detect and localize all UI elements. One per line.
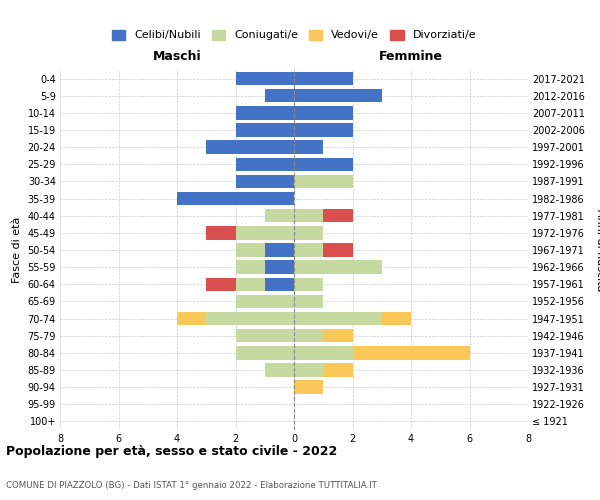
Bar (294, 158, 353, 171)
Bar (235, 278, 265, 291)
Bar (294, 380, 323, 394)
Bar (294, 260, 382, 274)
Bar (177, 312, 206, 326)
Bar (206, 278, 235, 291)
Text: COMUNE DI PIAZZOLO (BG) - Dati ISTAT 1° gennaio 2022 - Elaborazione TUTTITALIA.I: COMUNE DI PIAZZOLO (BG) - Dati ISTAT 1° … (6, 481, 377, 490)
Bar (206, 140, 294, 154)
Bar (235, 106, 294, 120)
Bar (265, 89, 294, 102)
Bar (235, 294, 294, 308)
Bar (294, 278, 323, 291)
Bar (294, 294, 323, 308)
Bar (294, 106, 353, 120)
Legend: Celibi/Nubili, Coniugati/e, Vedovi/e, Divorziati/e: Celibi/Nubili, Coniugati/e, Vedovi/e, Di… (107, 25, 481, 45)
Bar (235, 244, 265, 256)
Text: Popolazione per età, sesso e stato civile - 2022: Popolazione per età, sesso e stato civil… (6, 444, 337, 458)
Bar (265, 278, 294, 291)
Bar (235, 174, 294, 188)
Bar (294, 244, 323, 256)
Bar (235, 226, 294, 239)
Bar (235, 329, 294, 342)
Bar (294, 124, 353, 136)
Bar (235, 72, 294, 86)
Bar (265, 260, 294, 274)
Bar (294, 364, 323, 376)
Bar (235, 346, 294, 360)
Y-axis label: Anni di nascita: Anni di nascita (595, 209, 600, 291)
Bar (294, 72, 353, 86)
Bar (294, 174, 353, 188)
Bar (353, 346, 470, 360)
Bar (294, 209, 323, 222)
Bar (323, 364, 353, 376)
Bar (235, 260, 265, 274)
Bar (323, 209, 353, 222)
Bar (235, 124, 294, 136)
Bar (294, 346, 353, 360)
Bar (265, 209, 294, 222)
Bar (206, 312, 294, 326)
Y-axis label: Fasce di età: Fasce di età (12, 217, 22, 283)
Bar (206, 226, 235, 239)
Text: Maschi: Maschi (152, 50, 202, 63)
Bar (323, 244, 353, 256)
Bar (294, 312, 382, 326)
Bar (265, 364, 294, 376)
Bar (177, 192, 294, 205)
Text: Femmine: Femmine (379, 50, 443, 63)
Bar (294, 226, 323, 239)
Bar (323, 329, 353, 342)
Bar (382, 312, 411, 326)
Bar (294, 89, 382, 102)
Bar (294, 329, 323, 342)
Bar (235, 158, 294, 171)
Bar (294, 140, 323, 154)
Bar (265, 244, 294, 256)
